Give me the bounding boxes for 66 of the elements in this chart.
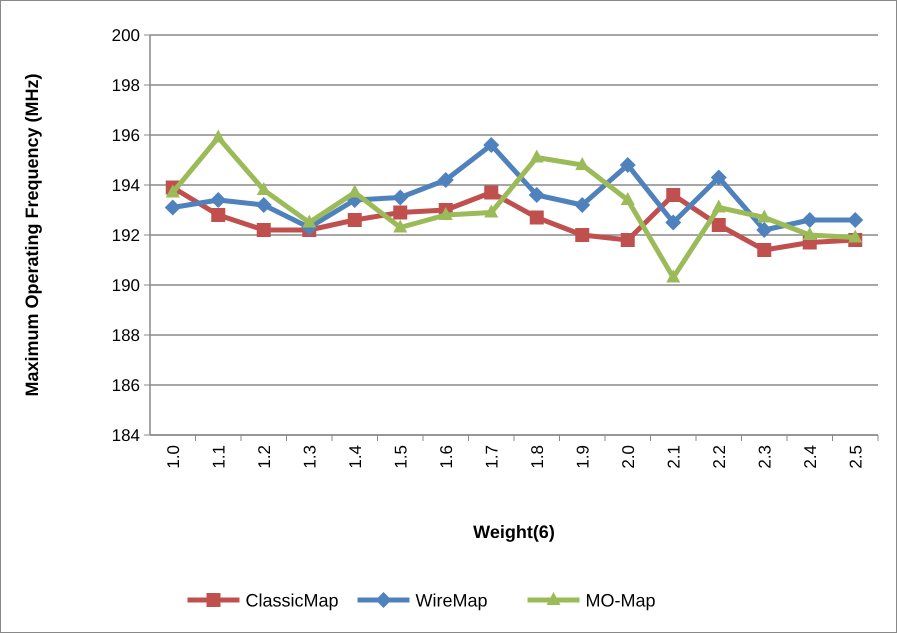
point <box>802 227 817 240</box>
x-tick-label: 2.2 <box>710 445 729 469</box>
point <box>393 220 408 232</box>
point <box>574 197 590 213</box>
y-tick-label: 184 <box>112 426 140 445</box>
point <box>256 197 272 213</box>
point <box>438 207 453 220</box>
legend-label: WireMap <box>416 590 488 610</box>
y-tick-label: 194 <box>112 176 140 195</box>
y-axis-title: Maximum Operating Frequency (MHz) <box>22 73 42 397</box>
legend-label: ClassicMap <box>246 590 339 610</box>
point <box>575 228 590 242</box>
x-tick-label: 1.7 <box>482 445 502 469</box>
point <box>530 150 544 162</box>
x-tick-label: 1.1 <box>209 445 228 469</box>
point <box>438 172 454 188</box>
point <box>528 187 545 203</box>
y-tick-label: 192 <box>112 226 140 245</box>
x-tick-label: 1.3 <box>300 445 320 469</box>
point <box>757 210 772 222</box>
point <box>211 208 226 222</box>
legend-label: MO-Map <box>586 590 656 610</box>
point <box>393 206 408 220</box>
x-tick-label: 2.4 <box>800 445 820 469</box>
point <box>166 184 180 198</box>
point <box>712 218 726 232</box>
x-tick-label: 2.5 <box>846 445 866 469</box>
x-tick-label: 1.6 <box>436 445 456 469</box>
point <box>164 200 181 216</box>
point <box>392 190 408 206</box>
point <box>620 233 635 247</box>
point <box>712 200 726 212</box>
x-tick-label: 2.0 <box>618 445 638 469</box>
y-tick-label: 190 <box>112 276 140 295</box>
point <box>756 222 772 238</box>
point <box>665 214 682 230</box>
point <box>210 192 226 208</box>
y-tick-label: 186 <box>112 376 140 395</box>
point <box>302 214 316 228</box>
x-tick-label: 1.4 <box>346 445 365 469</box>
point <box>666 270 680 282</box>
x-tick-label: 1.0 <box>164 445 183 469</box>
x-tick-label: 1.9 <box>573 445 592 469</box>
x-tick-label: 2.3 <box>755 445 774 469</box>
point <box>620 157 636 173</box>
point <box>620 192 635 205</box>
point <box>710 170 727 186</box>
point <box>848 230 862 242</box>
y-tick-label: 196 <box>112 126 140 145</box>
x-axis-title: Weight(6) <box>473 522 555 542</box>
x-tick-label: 1.2 <box>254 445 274 469</box>
x-tick-label: 1.5 <box>391 445 410 469</box>
point <box>484 186 498 200</box>
point <box>484 204 498 218</box>
y-tick-label: 200 <box>112 26 140 45</box>
x-tick-label: 1.8 <box>528 445 547 469</box>
y-tick-label: 198 <box>112 76 140 95</box>
y-tick-label: 188 <box>112 326 140 345</box>
point <box>256 223 271 237</box>
point <box>530 210 544 224</box>
point <box>348 213 362 227</box>
point <box>211 130 226 142</box>
point <box>666 188 680 202</box>
x-tick-label: 2.1 <box>664 445 684 469</box>
point <box>483 137 500 153</box>
point <box>757 243 772 257</box>
